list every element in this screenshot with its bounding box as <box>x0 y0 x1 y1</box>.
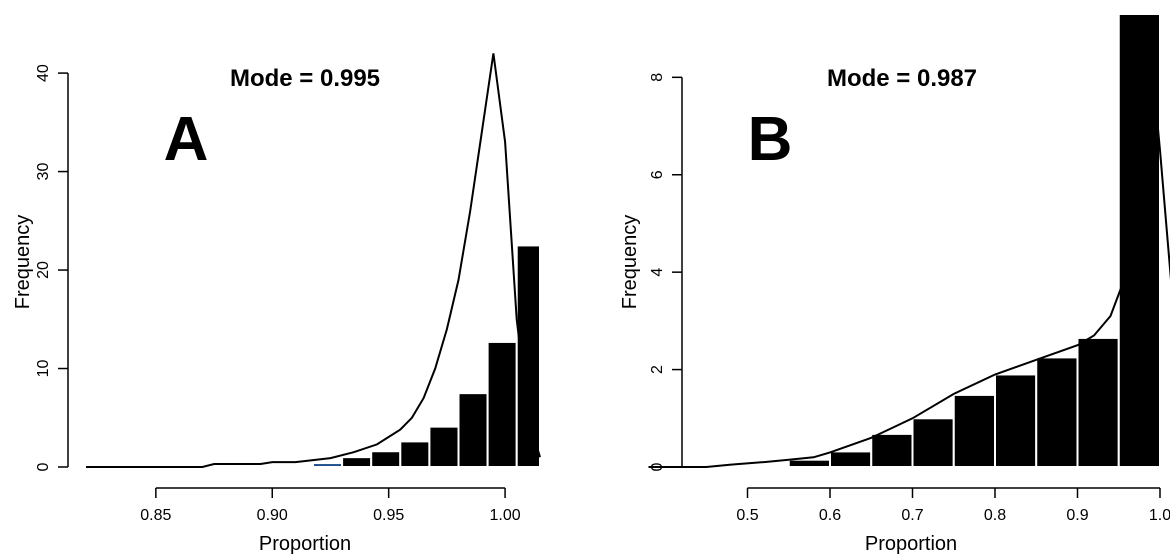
panel-a-bar-1 <box>282 464 314 468</box>
panel-b-bar-3 <box>870 432 914 468</box>
panel-b-xtick-label-5: 1.0 <box>1149 507 1170 524</box>
panel-b-xtick-label-2: 0.7 <box>901 507 923 524</box>
panel-b-xtick-label-1: 0.6 <box>819 507 841 524</box>
panel-b-letter: B <box>748 105 793 174</box>
panel-a-xtick-label-3: 1.00 <box>490 507 521 524</box>
panel-b-ytick-label-0: 0 <box>649 462 666 471</box>
panel-a-xtick-label-0: 0.85 <box>140 507 171 524</box>
panel-b-bar-4 <box>911 417 955 468</box>
panel-b: B Mode = 0.987 Proportion Frequency 0 2 4 6… <box>619 13 1170 555</box>
panel-a-ylabel: Frequency <box>12 215 34 310</box>
panel-b-bar-9 <box>1117 13 1161 468</box>
panel-b-ytick-label-2: 4 <box>649 268 666 277</box>
panel-a-xtick-label-2: 0.95 <box>373 507 404 524</box>
panel-b-bar-5 <box>952 393 996 468</box>
panel-b-bar-0 <box>746 464 790 468</box>
panel-b-bar-1 <box>787 458 831 468</box>
panel-b-ytick-label-1: 2 <box>649 365 666 374</box>
panel-a-mode-annotation: Mode = 0.995 <box>230 65 380 92</box>
panel-b-xtick-label-3: 0.8 <box>984 507 1006 524</box>
panel-a: A Mode = 0.995 Proportion Frequency 0 10 2… <box>12 53 542 555</box>
panel-a-ytick-label-0: 0 <box>35 462 52 471</box>
panel-a-bar-9 <box>515 244 542 468</box>
panel-b-bar-7 <box>1035 356 1079 468</box>
panel-a-bar-6 <box>428 425 460 468</box>
panel-a-bar-5 <box>399 440 431 469</box>
panel-a-bar-4 <box>370 450 402 468</box>
panel-a-bar-2 <box>312 462 344 469</box>
panel-b-bar-8 <box>1076 336 1120 468</box>
panel-a-ytick-label-4: 40 <box>35 64 52 82</box>
panel-b-ytick-label-4: 8 <box>649 73 666 82</box>
panel-a-bar-7 <box>457 392 489 468</box>
panel-a-letter: A <box>164 105 209 174</box>
panel-a-bar-3 <box>341 456 373 468</box>
panel-a-ytick-label-2: 20 <box>35 261 52 279</box>
panel-b-xlabel: Proportion <box>865 533 957 555</box>
panel-a-bar-8 <box>486 340 518 469</box>
panel-b-bar-2 <box>829 450 873 468</box>
panel-b-bar-6 <box>994 373 1038 468</box>
panel-b-ylabel: Frequency <box>619 215 641 310</box>
panel-b-xtick-label-4: 0.9 <box>1066 507 1088 524</box>
panel-a-ytick-label-1: 10 <box>35 360 52 378</box>
panel-a-ytick-label-3: 30 <box>35 163 52 181</box>
panel-b-xtick-label-0: 0.5 <box>736 507 758 524</box>
panel-a-xlabel: Proportion <box>259 533 351 555</box>
panel-a-density-curve <box>86 53 541 468</box>
panel-a-bar-0 <box>253 464 285 468</box>
panel-b-mode-annotation: Mode = 0.987 <box>827 65 977 92</box>
panel-b-ytick-label-3: 6 <box>649 170 666 179</box>
panel-b-density-curve <box>648 62 1170 468</box>
panel-a-xtick-label-1: 0.90 <box>257 507 288 524</box>
